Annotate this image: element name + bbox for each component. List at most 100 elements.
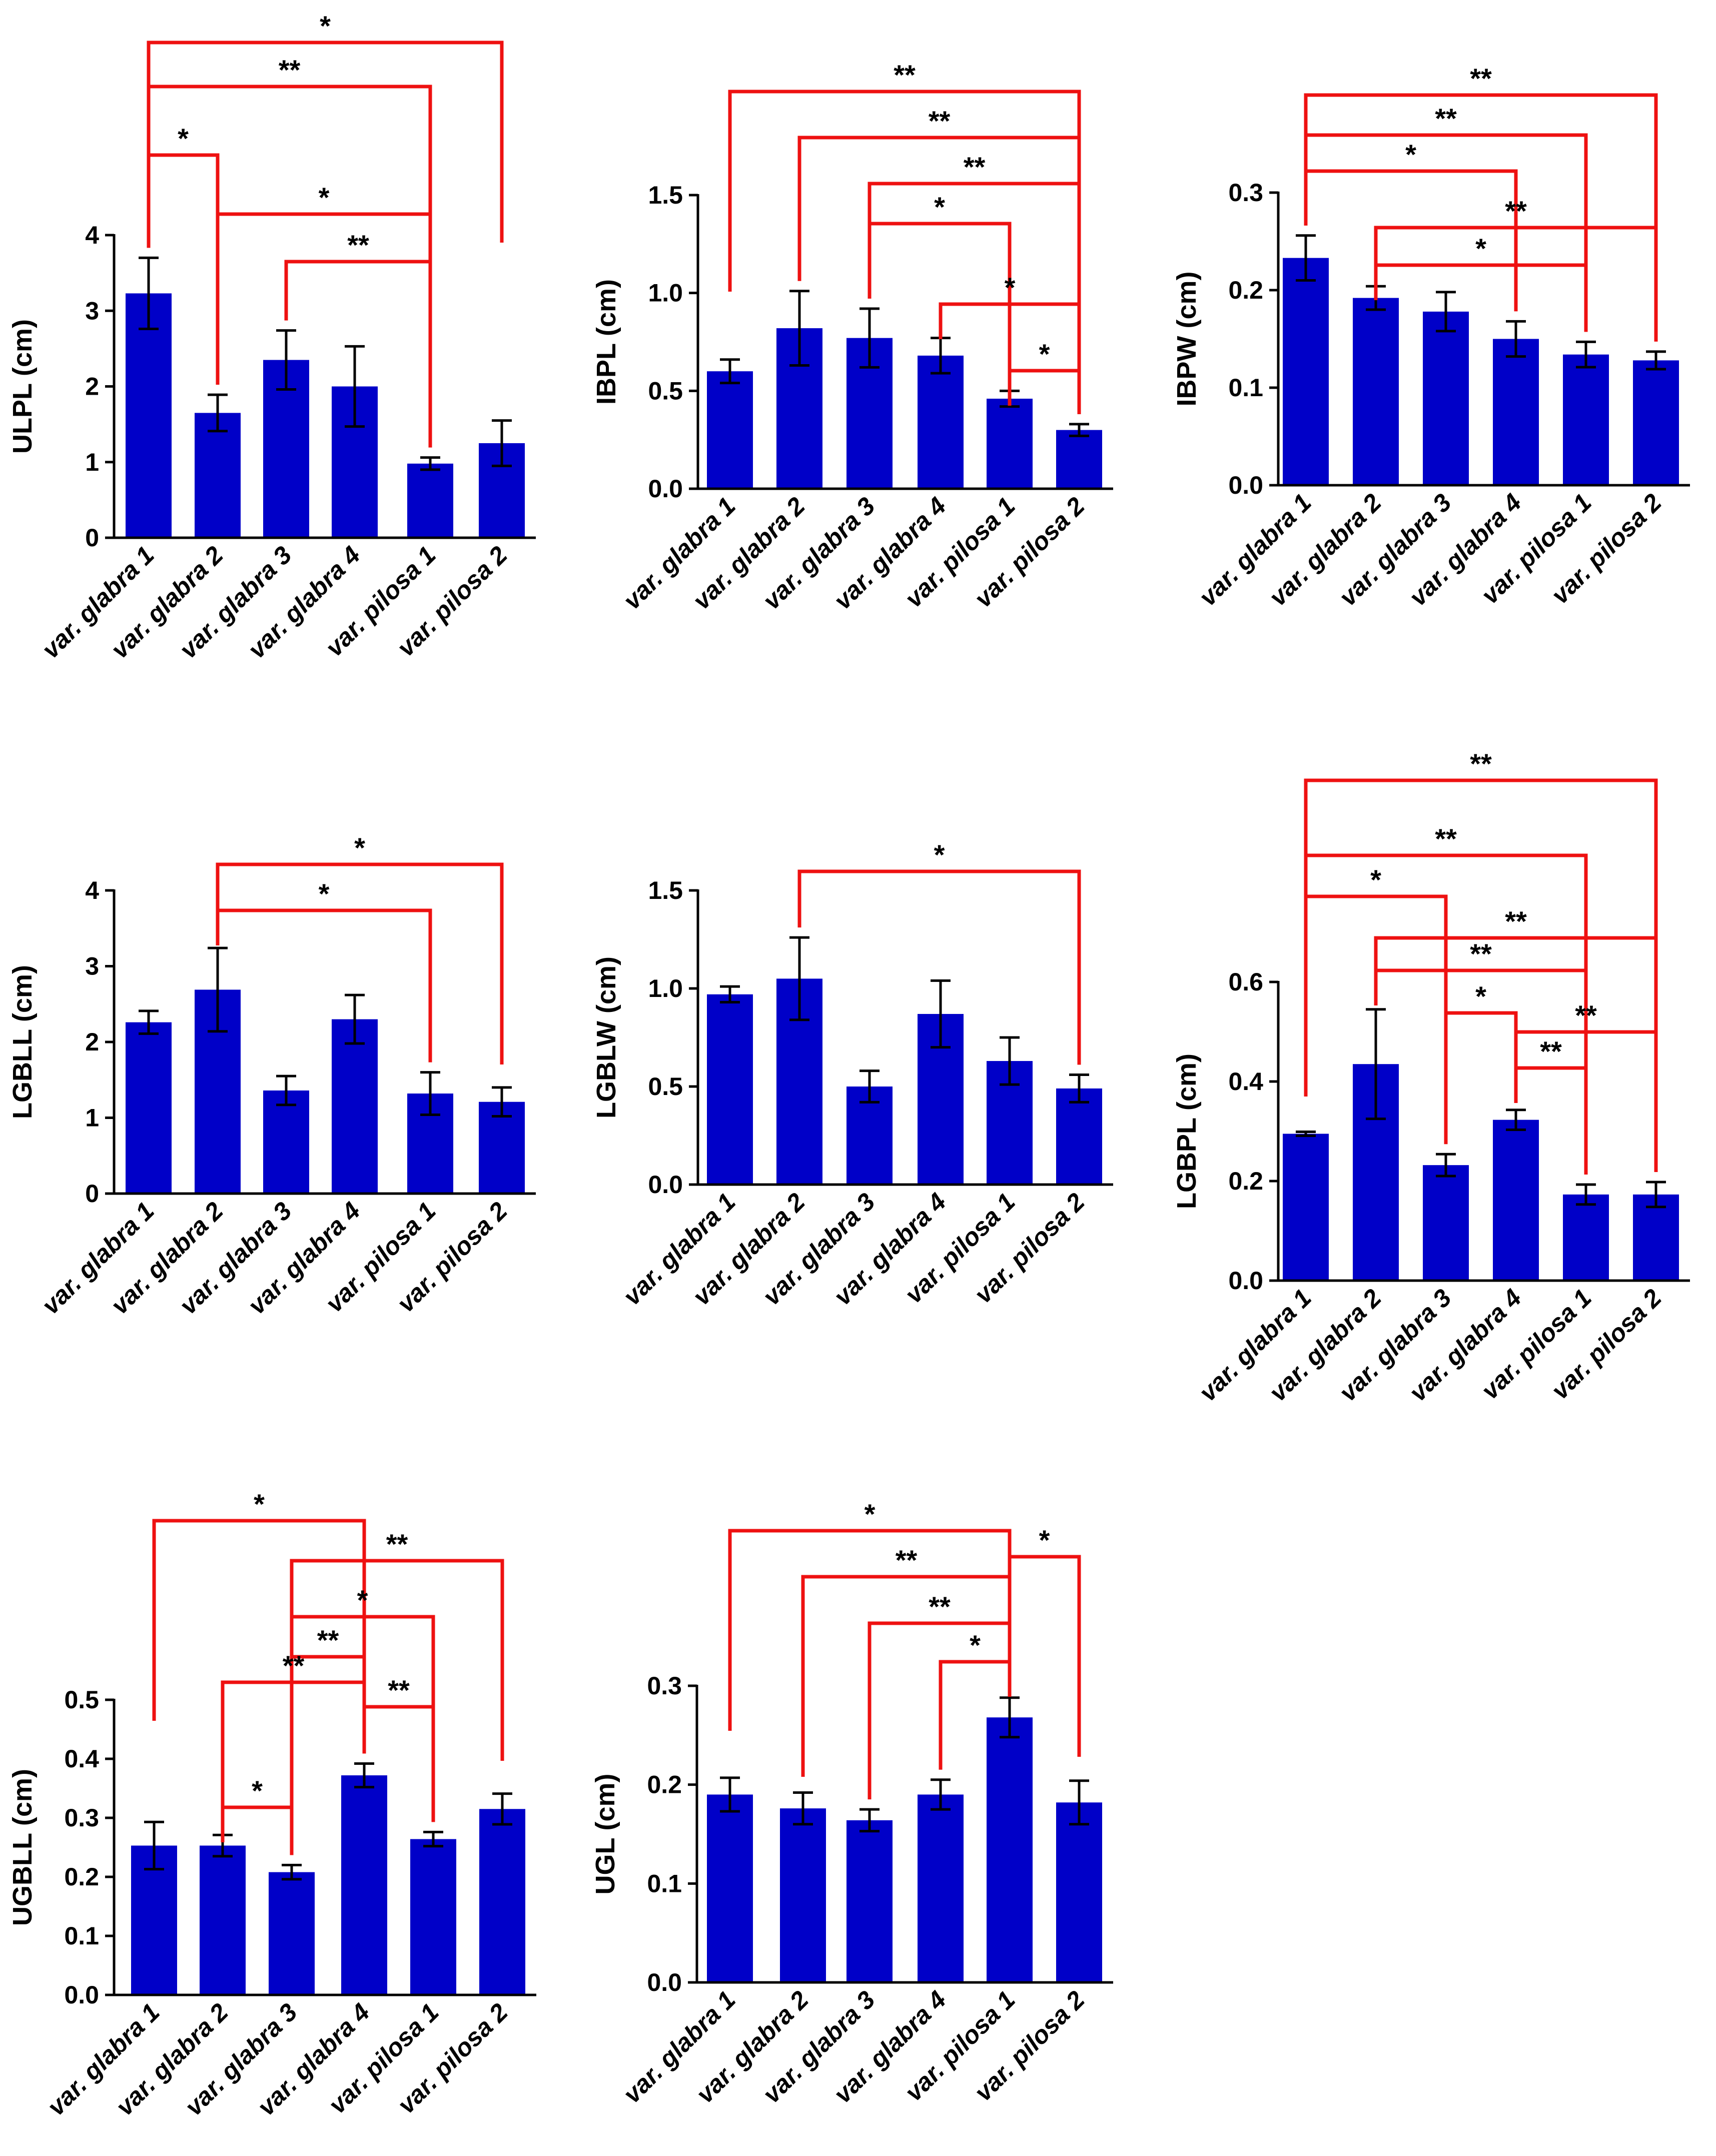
significance-label: **: [1435, 103, 1457, 134]
y-axis-label: LGBPL (cm): [1172, 1053, 1202, 1209]
significance-label: *: [1039, 1524, 1050, 1556]
bar: [1493, 339, 1539, 485]
error-bar: [793, 1791, 813, 1826]
error-bar: [789, 936, 809, 1021]
significance-label: **: [1505, 195, 1527, 227]
error-bar: [1436, 1153, 1456, 1178]
bar: [407, 463, 453, 538]
bar: [1633, 1194, 1679, 1281]
error-bar: [1576, 1183, 1596, 1206]
significance-bracket: *: [1304, 864, 1448, 1097]
error-bar: [1576, 340, 1596, 369]
error-bar: [860, 1808, 880, 1833]
significance-label: **: [1575, 999, 1597, 1031]
error-bar: [276, 329, 296, 391]
y-tick-label: 1.5: [648, 181, 683, 209]
error-bar: [345, 345, 365, 428]
significance-bracket: **: [221, 1650, 366, 1825]
y-tick-label: 0.1: [647, 1869, 682, 1897]
significance-label: *: [1039, 338, 1050, 370]
significance-label: *: [865, 1498, 876, 1530]
significance-label: **: [386, 1528, 408, 1560]
significance-bracket: *: [152, 1488, 366, 1721]
significance-bracket: **: [728, 59, 1081, 292]
significance-label: **: [317, 1624, 339, 1656]
y-tick-label: 1.5: [648, 876, 683, 904]
bar: [1563, 1194, 1609, 1281]
bar: [269, 1872, 315, 1995]
y-axis-label: IBPW (cm): [1172, 272, 1202, 407]
error-bar: [282, 1863, 302, 1881]
significance-bracket: **: [147, 54, 432, 287]
error-bar: [1646, 1181, 1666, 1209]
error-bar: [144, 1820, 164, 1871]
y-tick-label: 4: [85, 221, 99, 249]
error-bar: [423, 1830, 443, 1848]
error-bar: [1506, 320, 1526, 358]
bar: [1056, 430, 1102, 489]
error-bar: [720, 985, 740, 1003]
significance-bracket: *: [216, 878, 432, 1062]
y-tick-label: 1.0: [648, 279, 683, 307]
significance-label: *: [357, 1584, 368, 1616]
significance-label: *: [934, 839, 945, 870]
significance-bracket: *: [939, 1629, 1012, 1770]
bar: [1423, 1165, 1469, 1281]
y-tick-label: 3: [85, 297, 99, 325]
significance-label: **: [1540, 1035, 1562, 1067]
significance-bracket: *: [939, 272, 1081, 414]
error-bar: [420, 456, 440, 471]
bar: [479, 1809, 525, 1995]
significance-label: *: [934, 191, 945, 223]
error-bar: [860, 1069, 880, 1104]
y-tick-label: 4: [85, 876, 99, 904]
y-tick-label: 0.0: [648, 475, 683, 503]
bar: [707, 1794, 753, 1982]
significance-bracket: *: [1304, 139, 1518, 312]
significance-label: *: [178, 123, 189, 154]
error-bar: [1296, 234, 1316, 282]
significance-bracket: *: [1444, 980, 1518, 1145]
y-tick-label: 0.4: [1228, 1067, 1263, 1096]
significance-bracket: *: [216, 832, 504, 1064]
error-bar: [1506, 1109, 1526, 1132]
error-bar: [1069, 1779, 1089, 1826]
y-tick-label: 0.1: [1228, 374, 1263, 402]
y-tick-label: 0.6: [1228, 968, 1263, 996]
y-tick-label: 1: [85, 448, 99, 476]
significance-bracket: *: [221, 1775, 294, 1855]
y-axis-label: UGL (cm): [590, 1773, 620, 1894]
significance-bracket: *: [216, 182, 432, 414]
significance-label: **: [1470, 748, 1492, 779]
y-tick-label: 0.2: [1228, 1167, 1263, 1195]
error-bar: [345, 993, 365, 1045]
significance-label: *: [1405, 139, 1416, 170]
bar: [332, 1019, 378, 1194]
bar: [987, 398, 1033, 489]
bar: [1056, 1802, 1102, 1982]
significance-bracket: **: [1514, 1035, 1588, 1175]
y-tick-label: 0: [85, 524, 99, 552]
significance-label: *: [320, 10, 331, 42]
significance-label: **: [347, 229, 369, 261]
bar: [1353, 298, 1399, 485]
bar: [341, 1775, 387, 1995]
error-bar: [492, 419, 512, 467]
y-axis-label: LGBLW (cm): [591, 956, 621, 1119]
error-bar: [931, 979, 951, 1049]
error-bar: [420, 1071, 440, 1116]
y-axis-label: ULPL (cm): [8, 319, 38, 454]
error-bar: [860, 307, 880, 369]
significance-bracket: **: [868, 1591, 1012, 1800]
error-bar: [1000, 1036, 1020, 1086]
bar: [263, 1090, 309, 1194]
significance-label: **: [894, 59, 916, 91]
significance-label: **: [964, 151, 986, 183]
y-axis-label: LGBLL (cm): [8, 965, 38, 1119]
